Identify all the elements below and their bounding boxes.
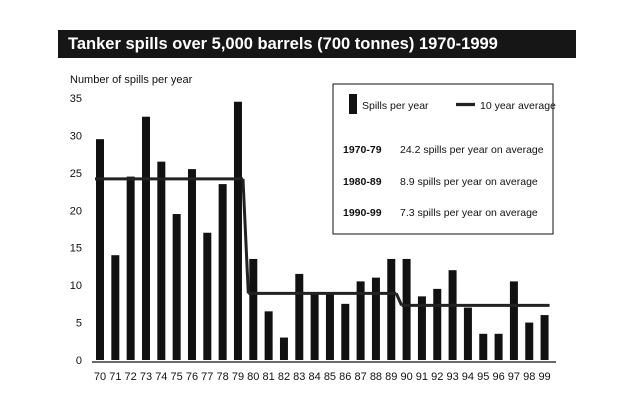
x-tick-label: 93 xyxy=(446,371,458,383)
bar-95 xyxy=(479,333,488,360)
bar-87 xyxy=(356,281,365,360)
y-tick-label: 35 xyxy=(70,93,82,105)
average-line-connector xyxy=(394,292,403,306)
bar-77 xyxy=(203,232,212,360)
legend-box xyxy=(332,83,554,235)
x-tick-label: 91 xyxy=(416,371,428,383)
bar-81 xyxy=(264,311,273,360)
x-tick-label: 98 xyxy=(523,371,535,383)
x-tick-label: 97 xyxy=(508,371,520,383)
legend-period-1970-text: 24.2 spills per year on average xyxy=(400,144,544,156)
bar-89 xyxy=(387,258,396,360)
bar-94 xyxy=(463,307,472,360)
x-tick-label: 80 xyxy=(247,371,259,383)
x-tick-label: 96 xyxy=(492,371,504,383)
x-tick-label: 72 xyxy=(125,371,137,383)
average-lines-group xyxy=(95,177,550,307)
bar-76 xyxy=(187,169,196,360)
x-tick-label: 87 xyxy=(354,371,366,383)
legend-period-1980-label: 1980-89 xyxy=(343,176,382,188)
x-tick-label: 95 xyxy=(477,371,489,383)
x-tick-label: 77 xyxy=(201,371,213,383)
bar-75 xyxy=(172,214,181,360)
legend-period-1990-text: 7.3 spills per year on average xyxy=(400,207,538,219)
bar-92 xyxy=(433,288,442,360)
legend-period-1970-label: 1970-79 xyxy=(343,144,382,156)
bar-97 xyxy=(509,281,518,360)
bar-70 xyxy=(96,139,104,360)
legend-line-label: 10 year average xyxy=(480,100,556,112)
y-tick-label: 5 xyxy=(76,318,82,330)
legend: Spills per year 10 year average 1970-79 … xyxy=(332,83,556,235)
bar-83 xyxy=(295,273,304,360)
y-tick-label: 15 xyxy=(70,243,82,255)
bar-78 xyxy=(218,184,227,360)
x-tick-label: 86 xyxy=(339,371,351,383)
x-tick-label: 70 xyxy=(94,371,106,383)
y-tick-label: 20 xyxy=(70,205,82,217)
x-tick-label: 74 xyxy=(155,371,167,383)
x-tick-label: 75 xyxy=(171,371,183,383)
x-tick-label: 71 xyxy=(109,371,121,383)
bar-84 xyxy=(310,292,319,360)
bar-86 xyxy=(341,303,350,360)
bars-group xyxy=(96,101,549,360)
x-tick-label: 84 xyxy=(308,371,320,383)
x-axis-ticks: 70 71 72 73 74 75 76 77 78 79 80 81 82 83 84 85 86 87 88 89… xyxy=(94,371,551,383)
bar-98 xyxy=(525,322,534,360)
legend-bar-label: Spills per year xyxy=(362,100,429,112)
x-tick-label: 78 xyxy=(217,371,229,383)
bar-80 xyxy=(249,258,258,360)
x-tick-label: 88 xyxy=(370,371,382,383)
y-axis-ticks: 0 5 10 15 20 25 30 35 xyxy=(70,93,82,367)
x-tick-label: 83 xyxy=(293,371,305,383)
x-tick-label: 85 xyxy=(324,371,336,383)
bar-74 xyxy=(157,161,166,360)
bar-99 xyxy=(540,315,549,360)
bar-88 xyxy=(371,277,380,360)
y-axis-label: Number of spills per year xyxy=(70,74,193,86)
x-tick-label: 76 xyxy=(186,371,198,383)
bar-90 xyxy=(402,258,411,360)
x-tick-label: 73 xyxy=(140,371,152,383)
x-tick-label: 94 xyxy=(462,371,474,383)
bar-73 xyxy=(141,116,150,360)
x-tick-label: 92 xyxy=(431,371,443,383)
x-tick-label: 99 xyxy=(538,371,550,383)
legend-period-1980-text: 8.9 spills per year on average xyxy=(400,176,538,188)
bar-93 xyxy=(448,270,457,360)
bar-85 xyxy=(325,292,334,360)
y-tick-label: 25 xyxy=(70,168,82,180)
y-tick-label: 30 xyxy=(70,130,82,142)
y-tick-label: 10 xyxy=(70,280,82,292)
x-tick-label: 79 xyxy=(232,371,244,383)
bar-91 xyxy=(417,296,426,360)
x-tick-label: 90 xyxy=(400,371,412,383)
legend-period-1990-label: 1990-99 xyxy=(343,207,382,219)
x-tick-label: 89 xyxy=(385,371,397,383)
bar-79 xyxy=(233,101,242,360)
legend-bar-swatch xyxy=(349,94,357,114)
bar-82 xyxy=(279,337,288,360)
chart-title: Tanker spills over 5,000 barrels (700 to… xyxy=(58,30,576,58)
x-tick-label: 82 xyxy=(278,371,290,383)
y-tick-label: 0 xyxy=(76,355,82,367)
x-tick-label: 81 xyxy=(263,371,275,383)
bar-72 xyxy=(126,176,135,360)
bar-96 xyxy=(494,333,503,360)
bar-71 xyxy=(111,255,120,360)
average-line-connector xyxy=(241,178,250,294)
